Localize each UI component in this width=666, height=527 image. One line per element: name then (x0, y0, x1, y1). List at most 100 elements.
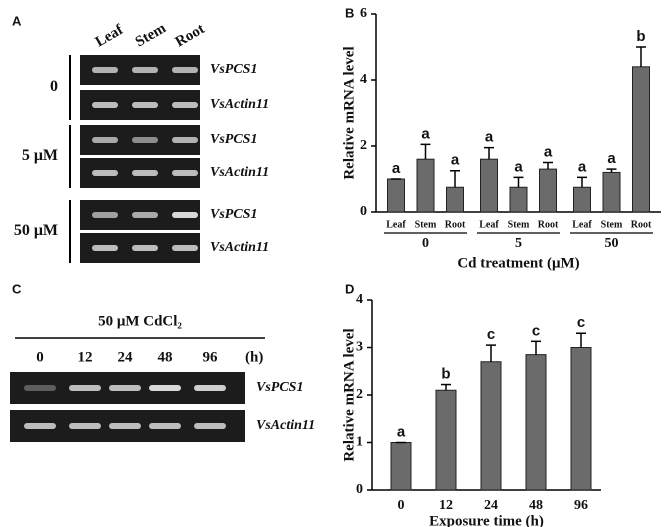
gel-band (92, 102, 118, 108)
x-tick-label: 48 (529, 498, 543, 513)
error-bar (531, 340, 541, 355)
significance-letter: b (441, 366, 450, 383)
gene-label: VsActin11 (210, 165, 269, 180)
y-axis-label: Relative mRNA level (341, 328, 357, 461)
significance-letter: b (636, 28, 645, 45)
significance-letter: a (544, 143, 553, 160)
y-tick-label: 2 (360, 138, 367, 153)
group-label: 50 (605, 236, 619, 251)
gel-band (24, 385, 56, 391)
bar (387, 178, 405, 213)
bar (570, 347, 592, 491)
gel-band (194, 385, 226, 391)
lane-label: Root (173, 21, 208, 50)
x-tick-label: Stem (415, 219, 437, 230)
gel-band (132, 245, 158, 251)
bar (390, 442, 412, 491)
gel-band (172, 137, 198, 143)
bar (602, 171, 621, 213)
bar (573, 186, 591, 213)
gel-band (132, 102, 158, 108)
significance-letter: a (451, 152, 460, 169)
x-tick-label: Stem (508, 219, 530, 230)
group-label: 50 μM (14, 222, 58, 239)
lane-label: 24 (118, 349, 134, 365)
y-tick-label: 4 (356, 292, 363, 307)
bar (416, 158, 435, 213)
gel-band (109, 423, 141, 429)
gene-label: VsPCS1 (210, 62, 257, 77)
y-tick-label: 6 (360, 6, 367, 21)
gel-band (172, 102, 198, 108)
error-bar (486, 344, 496, 362)
lane-label: 48 (158, 349, 173, 365)
gel-band (194, 423, 226, 429)
error-bar (450, 170, 460, 188)
error-bar (577, 176, 587, 188)
x-tick-label: Root (445, 219, 466, 230)
gel-band (92, 212, 118, 218)
x-tick-label: Root (538, 219, 559, 230)
gel-band (92, 67, 118, 73)
bar (632, 66, 650, 213)
significance-letter: a (392, 160, 401, 177)
error-bar (484, 146, 494, 160)
error-bar (420, 143, 431, 160)
x-tick-label: Leaf (386, 219, 406, 230)
lane-label: Leaf (93, 22, 127, 51)
gel-band (149, 423, 181, 429)
gel-band (172, 170, 198, 176)
error-bar (513, 176, 524, 188)
x-tick-label: Root (631, 219, 652, 230)
gel-band (92, 170, 118, 176)
gel-band (172, 67, 198, 73)
gene-label: VsActin11 (256, 418, 315, 433)
significance-letter: a (397, 423, 406, 440)
significance-letter: c (532, 322, 540, 339)
y-tick-label: 0 (356, 482, 363, 497)
significance-letter: c (577, 314, 585, 331)
significance-letter: a (514, 158, 523, 175)
error-bar (576, 332, 586, 348)
bar (446, 186, 464, 213)
y-tick-label: 4 (360, 72, 367, 87)
gel-band (69, 385, 101, 391)
x-tick-label: Stem (601, 219, 623, 230)
y-tick-label: 2 (356, 387, 363, 402)
group-label: 5 μM (22, 147, 58, 164)
lane-label: Stem (133, 20, 170, 50)
gel-band (172, 245, 198, 251)
panel-label: A (12, 13, 22, 28)
significance-letter: a (485, 129, 494, 146)
y-axis-label: Relative mRNA level (341, 46, 357, 179)
gel-band (24, 423, 56, 429)
x-tick-label: Leaf (479, 219, 499, 230)
panel-label: B (345, 5, 354, 20)
x-axis-label: Exposure time (h) (429, 513, 544, 527)
y-tick-label: 1 (356, 435, 363, 450)
x-tick-label: 96 (574, 498, 588, 513)
panel-label: C (12, 281, 22, 296)
lane-label: 0 (36, 349, 44, 365)
gel-band (132, 212, 158, 218)
x-tick-label: 24 (484, 498, 498, 513)
gel-band (132, 67, 158, 73)
unit-label: (h) (245, 349, 263, 365)
gene-label: VsActin11 (210, 240, 269, 255)
significance-letter: c (487, 326, 495, 343)
error-bar (606, 168, 617, 173)
bar (509, 186, 528, 213)
bar (435, 389, 457, 491)
bar (525, 354, 547, 491)
panel-label: D (345, 281, 354, 296)
x-axis-label: Cd treatment (μM) (457, 255, 579, 271)
x-tick-label: 12 (439, 498, 453, 513)
gel-band (132, 137, 158, 143)
significance-letter: a (607, 150, 616, 167)
gene-label: VsPCS1 (256, 380, 303, 395)
x-tick-label: 0 (398, 498, 405, 513)
significance-letter: a (578, 158, 587, 175)
error-bar (636, 46, 646, 67)
